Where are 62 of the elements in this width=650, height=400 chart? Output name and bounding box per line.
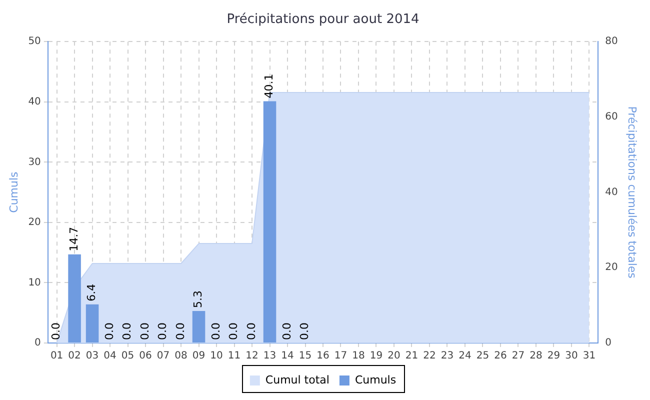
data-label: 0.0 bbox=[102, 322, 116, 340]
x-tick-label: 13 bbox=[263, 350, 276, 362]
y-tick-label: 50 bbox=[28, 36, 41, 48]
x-tick-label: 02 bbox=[68, 350, 81, 362]
x-tick-label: 07 bbox=[156, 350, 170, 362]
x-tick-label: 24 bbox=[458, 350, 472, 362]
chart-title: Précipitations pour aout 2014 bbox=[226, 12, 420, 28]
x-tick-label: 12 bbox=[246, 350, 258, 362]
data-label: 5.3 bbox=[192, 290, 205, 308]
x-tick-label: 15 bbox=[298, 350, 312, 362]
x-tick-label: 20 bbox=[388, 350, 400, 362]
y-tick-label: 30 bbox=[28, 156, 41, 168]
data-label: 6.4 bbox=[85, 284, 98, 302]
x-tick-label: 11 bbox=[228, 350, 241, 362]
data-label: 0.0 bbox=[174, 322, 187, 340]
data-label: 14.7 bbox=[67, 226, 80, 252]
y2-tick-label: 0 bbox=[605, 338, 612, 349]
y2-tick-label: 40 bbox=[605, 186, 618, 198]
data-label: 0.0 bbox=[50, 322, 63, 340]
x-tick-label: 27 bbox=[512, 350, 525, 362]
data-label: 0.0 bbox=[280, 322, 294, 340]
x-tick-label: 10 bbox=[210, 350, 223, 362]
x-tick-label: 14 bbox=[281, 350, 294, 362]
legend-label: Cumuls bbox=[354, 373, 396, 386]
x-tick-label: 03 bbox=[86, 350, 99, 362]
y-tick-label: 0 bbox=[34, 338, 41, 349]
data-label: 0.0 bbox=[244, 322, 258, 340]
x-tick-label: 17 bbox=[334, 350, 348, 362]
y-axis-title: Cumuls bbox=[7, 171, 20, 213]
x-tick-label: 05 bbox=[121, 350, 134, 362]
x-tick-label: 16 bbox=[316, 350, 330, 362]
x-tick-label: 01 bbox=[50, 350, 64, 362]
y-tick-label: 20 bbox=[28, 217, 41, 228]
x-tick-label: 21 bbox=[405, 350, 418, 362]
y2-tick-label: 20 bbox=[605, 262, 618, 274]
data-label: 0.0 bbox=[138, 322, 152, 340]
y2-axis-title: Précipitations cumulées totales bbox=[626, 106, 639, 279]
y-tick-label: 10 bbox=[28, 277, 41, 288]
x-tick-label: 04 bbox=[104, 350, 116, 362]
y2-tick-label: 60 bbox=[605, 112, 618, 123]
x-tick-label: 22 bbox=[423, 350, 436, 362]
y2-tick-label: 80 bbox=[605, 36, 618, 48]
x-tick-label: 08 bbox=[174, 350, 188, 362]
x-tick-label: 26 bbox=[494, 350, 507, 362]
legend-label: Cumul total bbox=[265, 373, 330, 386]
x-tick-label: 25 bbox=[476, 350, 490, 362]
x-tick-label: 09 bbox=[192, 350, 206, 362]
data-label: 0.0 bbox=[120, 322, 134, 340]
x-tick-label: 23 bbox=[440, 350, 454, 362]
x-tick-label: 06 bbox=[139, 350, 152, 362]
x-tick-label: 29 bbox=[547, 350, 560, 362]
x-tick-label: 31 bbox=[582, 350, 596, 362]
x-tick-label: 30 bbox=[565, 350, 578, 362]
data-label: 0.0 bbox=[156, 322, 170, 340]
x-tick-label: 28 bbox=[530, 350, 542, 362]
data-label: 40.1 bbox=[262, 74, 276, 98]
x-tick-label: 19 bbox=[370, 350, 383, 362]
x-tick-label: 18 bbox=[352, 350, 365, 362]
data-label: 0.0 bbox=[209, 322, 222, 340]
y-tick-label: 40 bbox=[28, 96, 41, 108]
data-label: 0.0 bbox=[227, 322, 240, 340]
data-label: 0.0 bbox=[298, 322, 312, 340]
